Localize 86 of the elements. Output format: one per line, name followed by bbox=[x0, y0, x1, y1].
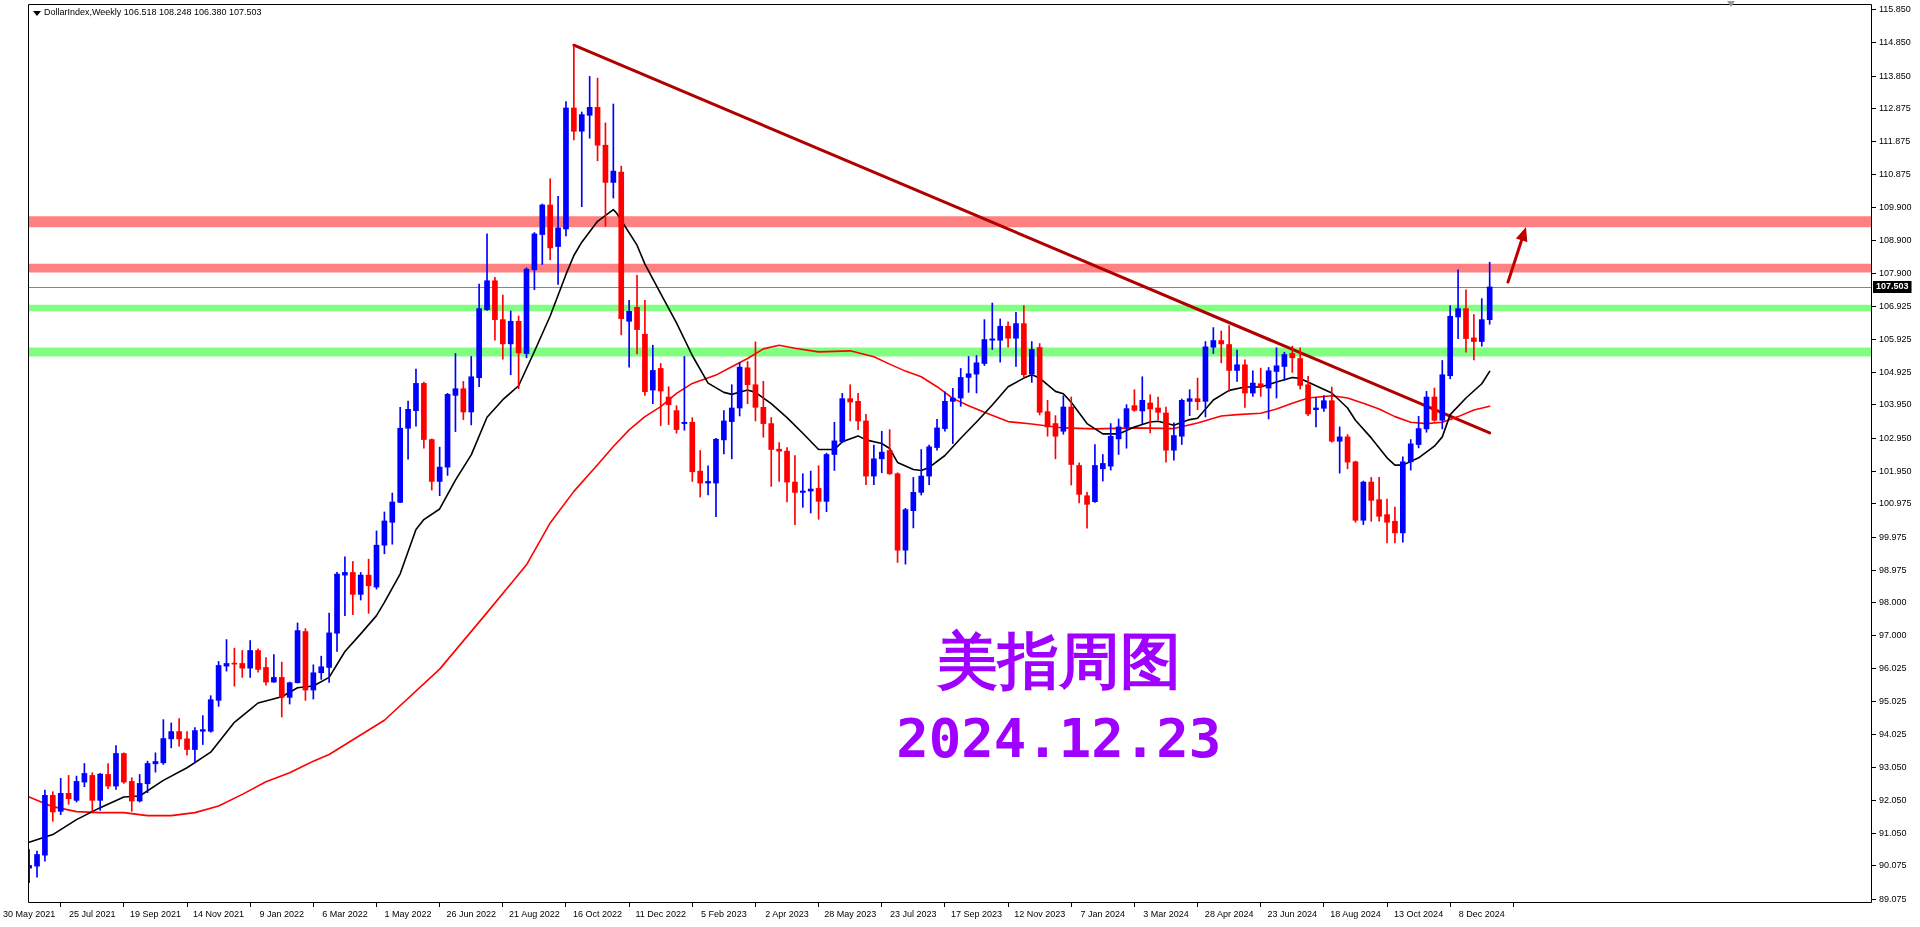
x-tick-label: 23 Jun 2024 bbox=[1267, 908, 1318, 919]
y-tick-label: 94.025 bbox=[1879, 729, 1907, 740]
x-tick-label: 30 May 2021 bbox=[3, 908, 56, 919]
candlestick bbox=[776, 442, 782, 482]
x-tick-label: 1 May 2022 bbox=[384, 908, 432, 919]
y-tick-label: 102.950 bbox=[1879, 432, 1912, 443]
candlestick bbox=[1455, 269, 1461, 339]
candlestick bbox=[626, 300, 632, 368]
x-tick-label: 2 Apr 2023 bbox=[765, 908, 809, 919]
x-tick-label: 8 Dec 2024 bbox=[1458, 908, 1505, 919]
y-tick-label: 115.850 bbox=[1879, 4, 1911, 15]
y-tick-label: 110.875 bbox=[1879, 169, 1911, 180]
x-tick-label: 7 Jan 2024 bbox=[1080, 908, 1126, 919]
candlestick bbox=[1139, 376, 1146, 424]
x-tick-label: 5 Feb 2023 bbox=[701, 908, 747, 919]
x-tick-label: 21 Aug 2022 bbox=[509, 908, 560, 919]
y-tick-label: 113.850 bbox=[1879, 70, 1911, 81]
candlestick bbox=[792, 455, 798, 525]
y-tick-label: 112.875 bbox=[1879, 102, 1911, 113]
y-tick-label: 106.925 bbox=[1879, 300, 1912, 311]
y-tick-label: 111.875 bbox=[1879, 136, 1911, 147]
y-tick-label: 89.075 bbox=[1879, 893, 1907, 904]
y-tick-label: 103.950 bbox=[1879, 399, 1912, 410]
y-tick-label: 107.900 bbox=[1879, 268, 1912, 279]
candlestick bbox=[697, 450, 704, 498]
candlestick bbox=[878, 430, 885, 474]
candlestick bbox=[705, 465, 711, 496]
candlestick bbox=[1155, 396, 1161, 420]
candlestick bbox=[949, 388, 956, 444]
candlestick bbox=[571, 44, 577, 141]
x-tick-label: 9 Jan 2022 bbox=[259, 908, 305, 919]
candlestick bbox=[1218, 330, 1225, 364]
y-tick-label: 98.000 bbox=[1879, 597, 1907, 608]
y-tick-label: 100.975 bbox=[1879, 498, 1912, 509]
x-tick-label: 25 Jul 2021 bbox=[69, 908, 116, 919]
x-tick-label: 26 Jun 2022 bbox=[446, 908, 497, 919]
candlestick bbox=[1313, 397, 1319, 428]
candlestick bbox=[847, 384, 854, 422]
x-tick-label: 13 Oct 2024 bbox=[1394, 908, 1444, 919]
x-tick-label: 19 Sep 2021 bbox=[129, 908, 181, 919]
x-tick-label: 18 Aug 2024 bbox=[1330, 908, 1381, 919]
x-tick-label: 16 Oct 2022 bbox=[573, 908, 623, 919]
y-tick-label: 105.925 bbox=[1879, 333, 1912, 344]
candlestick bbox=[271, 654, 277, 683]
x-tick-label: 12 Nov 2023 bbox=[1014, 908, 1066, 919]
y-tick-label: 91.050 bbox=[1879, 828, 1907, 839]
candlestick bbox=[989, 302, 996, 350]
candlestick bbox=[199, 715, 206, 745]
x-tick-label: 6 Mar 2022 bbox=[322, 908, 368, 919]
y-tick-label: 101.950 bbox=[1879, 465, 1912, 476]
y-tick-label: 108.900 bbox=[1879, 235, 1912, 246]
x-tick-label: 3 Mar 2024 bbox=[1143, 908, 1189, 919]
x-tick-label: 23 Jul 2023 bbox=[890, 908, 937, 919]
ref-line-label: 107.503 bbox=[1876, 281, 1909, 292]
y-tick-label: 90.075 bbox=[1879, 860, 1907, 871]
y-tick-label: 93.050 bbox=[1879, 761, 1907, 772]
y-tick-label: 98.975 bbox=[1879, 564, 1907, 575]
candlestick bbox=[799, 473, 806, 508]
candlestick bbox=[1384, 498, 1390, 544]
y-tick-label: 109.900 bbox=[1879, 201, 1912, 212]
y-tick-label: 97.000 bbox=[1879, 630, 1907, 641]
y-tick-label: 99.975 bbox=[1879, 531, 1907, 542]
x-tick-label: 17 Sep 2023 bbox=[950, 908, 1003, 919]
y-tick-label: 104.925 bbox=[1879, 367, 1912, 378]
x-tick-label: 28 May 2023 bbox=[824, 908, 877, 919]
chart-title: DollarIndex,Weekly 106.518 108.248 106.380 107.503 bbox=[44, 7, 262, 18]
candlestick bbox=[1471, 314, 1477, 361]
candlestick bbox=[1257, 367, 1264, 397]
candlestick bbox=[1234, 349, 1240, 382]
annotation: 2024.12.23 bbox=[896, 707, 1222, 771]
candlestick bbox=[1099, 454, 1106, 482]
x-tick-label: 28 Apr 2024 bbox=[1204, 908, 1254, 919]
candlestick bbox=[342, 556, 348, 616]
y-tick-label: 114.850 bbox=[1879, 37, 1911, 48]
x-tick-label: 14 Nov 2021 bbox=[193, 908, 245, 919]
candlestick bbox=[555, 196, 561, 285]
annotation: 美指周图 bbox=[935, 625, 1181, 697]
candlestick bbox=[1147, 394, 1154, 434]
x-tick-label: 11 Dec 2022 bbox=[635, 908, 686, 919]
y-tick-label: 96.025 bbox=[1879, 662, 1907, 673]
candlestick bbox=[1289, 345, 1296, 373]
candlestick bbox=[578, 111, 585, 207]
y-tick-label: 95.025 bbox=[1879, 695, 1907, 706]
y-tick-label: 92.050 bbox=[1879, 794, 1907, 805]
candlestick bbox=[239, 650, 246, 678]
candlestick bbox=[728, 384, 735, 460]
